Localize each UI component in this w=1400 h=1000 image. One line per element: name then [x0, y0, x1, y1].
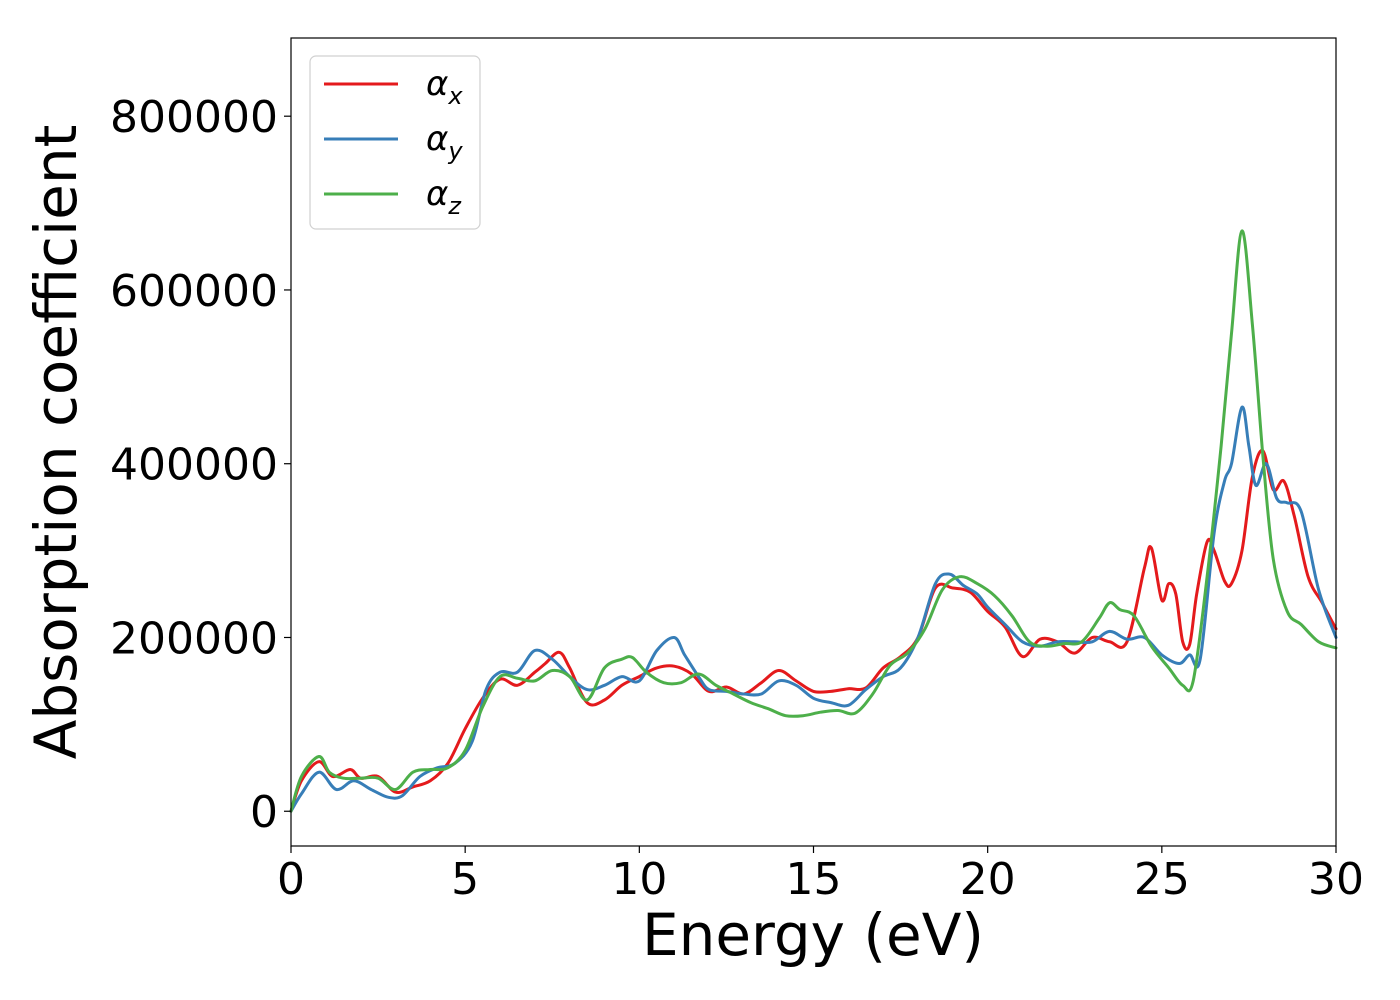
x-tick-label: 20: [960, 854, 1016, 905]
x-tick-label: 15: [786, 854, 842, 905]
y-tick-label: 400000: [110, 440, 278, 491]
y-axis: 0 200000 400000 600000 800000: [110, 92, 291, 838]
y-tick-label: 0: [250, 787, 278, 838]
legend-label-x: αx: [426, 64, 463, 110]
legend-label-base: α: [426, 174, 448, 214]
legend-label-sub: y: [447, 137, 463, 165]
legend-label-base: α: [426, 64, 448, 104]
series-layer: [289, 229, 1338, 813]
x-tick-label: 5: [451, 854, 479, 905]
y-tick-label: 800000: [110, 92, 278, 143]
legend-label-sub: x: [447, 82, 463, 110]
legend-label-z: αz: [426, 174, 462, 220]
legend-label-y: αy: [426, 119, 463, 165]
x-axis: 0 5 10 15 20 25 30: [277, 846, 1364, 905]
x-tick-label: 0: [277, 854, 305, 905]
y-axis-title: Absorption coefficient: [22, 125, 90, 760]
y-tick-label: 600000: [110, 266, 278, 317]
series-line-z: [289, 229, 1338, 813]
legend-label-base: α: [426, 119, 448, 159]
legend-box: [309, 55, 481, 230]
y-tick-label: 200000: [110, 613, 278, 664]
x-axis-title: Energy (eV): [642, 901, 984, 969]
x-tick-label: 25: [1134, 854, 1190, 905]
legend-label-sub: z: [447, 192, 462, 220]
x-tick-label: 30: [1308, 854, 1364, 905]
x-tick-label: 10: [611, 854, 667, 905]
